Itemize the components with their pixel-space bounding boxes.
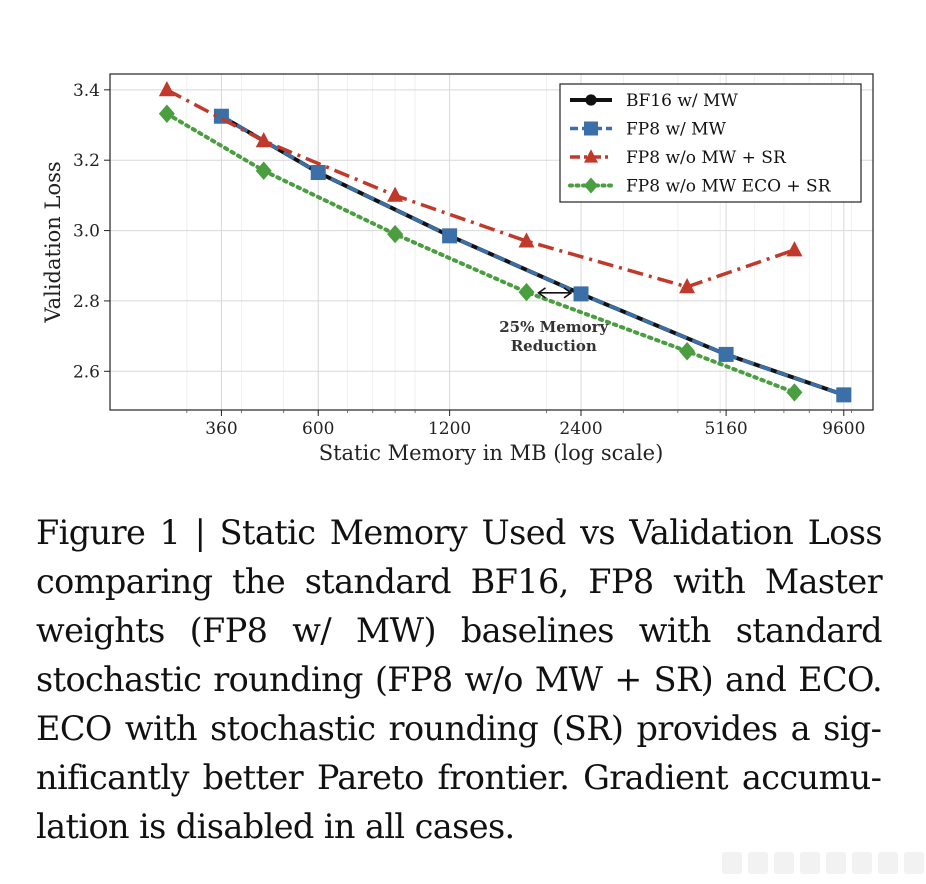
legend-marker xyxy=(584,121,598,136)
annotation-arrowhead-right xyxy=(563,287,573,299)
x-tick-label: 1200 xyxy=(428,419,471,439)
annotation-arrowhead-left xyxy=(537,287,546,299)
data-point xyxy=(786,383,803,402)
caption-text: Static Memory Used vs Validation Loss co… xyxy=(36,513,883,846)
annotation-text: Reduction xyxy=(511,337,597,355)
data-point xyxy=(573,286,589,302)
data-point xyxy=(442,228,458,244)
data-point xyxy=(518,232,535,248)
caption-separator: | xyxy=(194,513,206,552)
data-point xyxy=(158,104,175,123)
annotation-text: 25% Memory xyxy=(499,318,609,336)
watermark xyxy=(722,852,924,874)
y-tick-label: 2.6 xyxy=(73,362,100,382)
x-tick-label: 360 xyxy=(205,419,237,439)
plot-frame xyxy=(109,73,874,411)
caption-label: Figure 1 xyxy=(36,513,181,552)
series-line xyxy=(166,88,796,289)
x-axis-label: Static Memory in MB (log scale) xyxy=(319,441,664,465)
data-point xyxy=(679,278,696,294)
data-point xyxy=(718,346,734,362)
legend-label: BF16 w/ MW xyxy=(626,91,738,111)
x-tick-label: 2400 xyxy=(559,419,602,439)
y-tick-label: 3.2 xyxy=(73,151,100,171)
series-line xyxy=(164,111,797,395)
x-tick-label: 5160 xyxy=(704,419,747,439)
data-point xyxy=(387,224,404,244)
series-line xyxy=(220,114,845,397)
data-point xyxy=(158,81,175,97)
data-point xyxy=(387,186,404,202)
data-point xyxy=(836,387,852,403)
legend-label: FP8 w/o MW + SR xyxy=(626,148,787,168)
y-tick-label: 3.0 xyxy=(73,222,100,242)
legend-marker xyxy=(585,94,597,106)
series-3 xyxy=(158,104,803,402)
legend-marker xyxy=(584,177,598,194)
chart: 360 600 1200 2400 5160 9600 2.6 2.8 3.0 3.2 3.4 2… xyxy=(41,73,874,465)
legend-label: FP8 w/ MW xyxy=(626,120,727,140)
y-tick-label: 3.4 xyxy=(73,81,100,101)
data-point xyxy=(679,342,696,361)
y-tick-label: 2.8 xyxy=(73,292,100,312)
series-2 xyxy=(158,81,803,294)
x-tick-label: 9600 xyxy=(822,419,865,439)
legend: BF16 w/ MW FP8 w/ MW FP8 w/o MW + SR FP8 w/… xyxy=(559,83,862,203)
series-layer xyxy=(158,81,852,403)
x-ticks: 360 600 1200 2400 5160 9600 xyxy=(186,410,865,439)
legend-label: FP8 w/o MW ECO + SR xyxy=(626,177,832,197)
legend-marker xyxy=(584,149,598,163)
data-point xyxy=(255,132,272,148)
data-point xyxy=(518,282,535,302)
data-point xyxy=(310,165,326,181)
figure-caption: Figure 1 | Static Memory Used vs Validat… xyxy=(36,508,883,851)
y-axis-label: Validation Loss xyxy=(41,161,65,323)
data-point xyxy=(786,241,803,257)
legend-box xyxy=(559,83,862,203)
data-point xyxy=(255,161,272,180)
x-tick-label: 600 xyxy=(302,419,334,439)
series-1 xyxy=(213,108,852,403)
y-ticks: 2.6 2.8 3.0 3.2 3.4 xyxy=(73,81,110,382)
